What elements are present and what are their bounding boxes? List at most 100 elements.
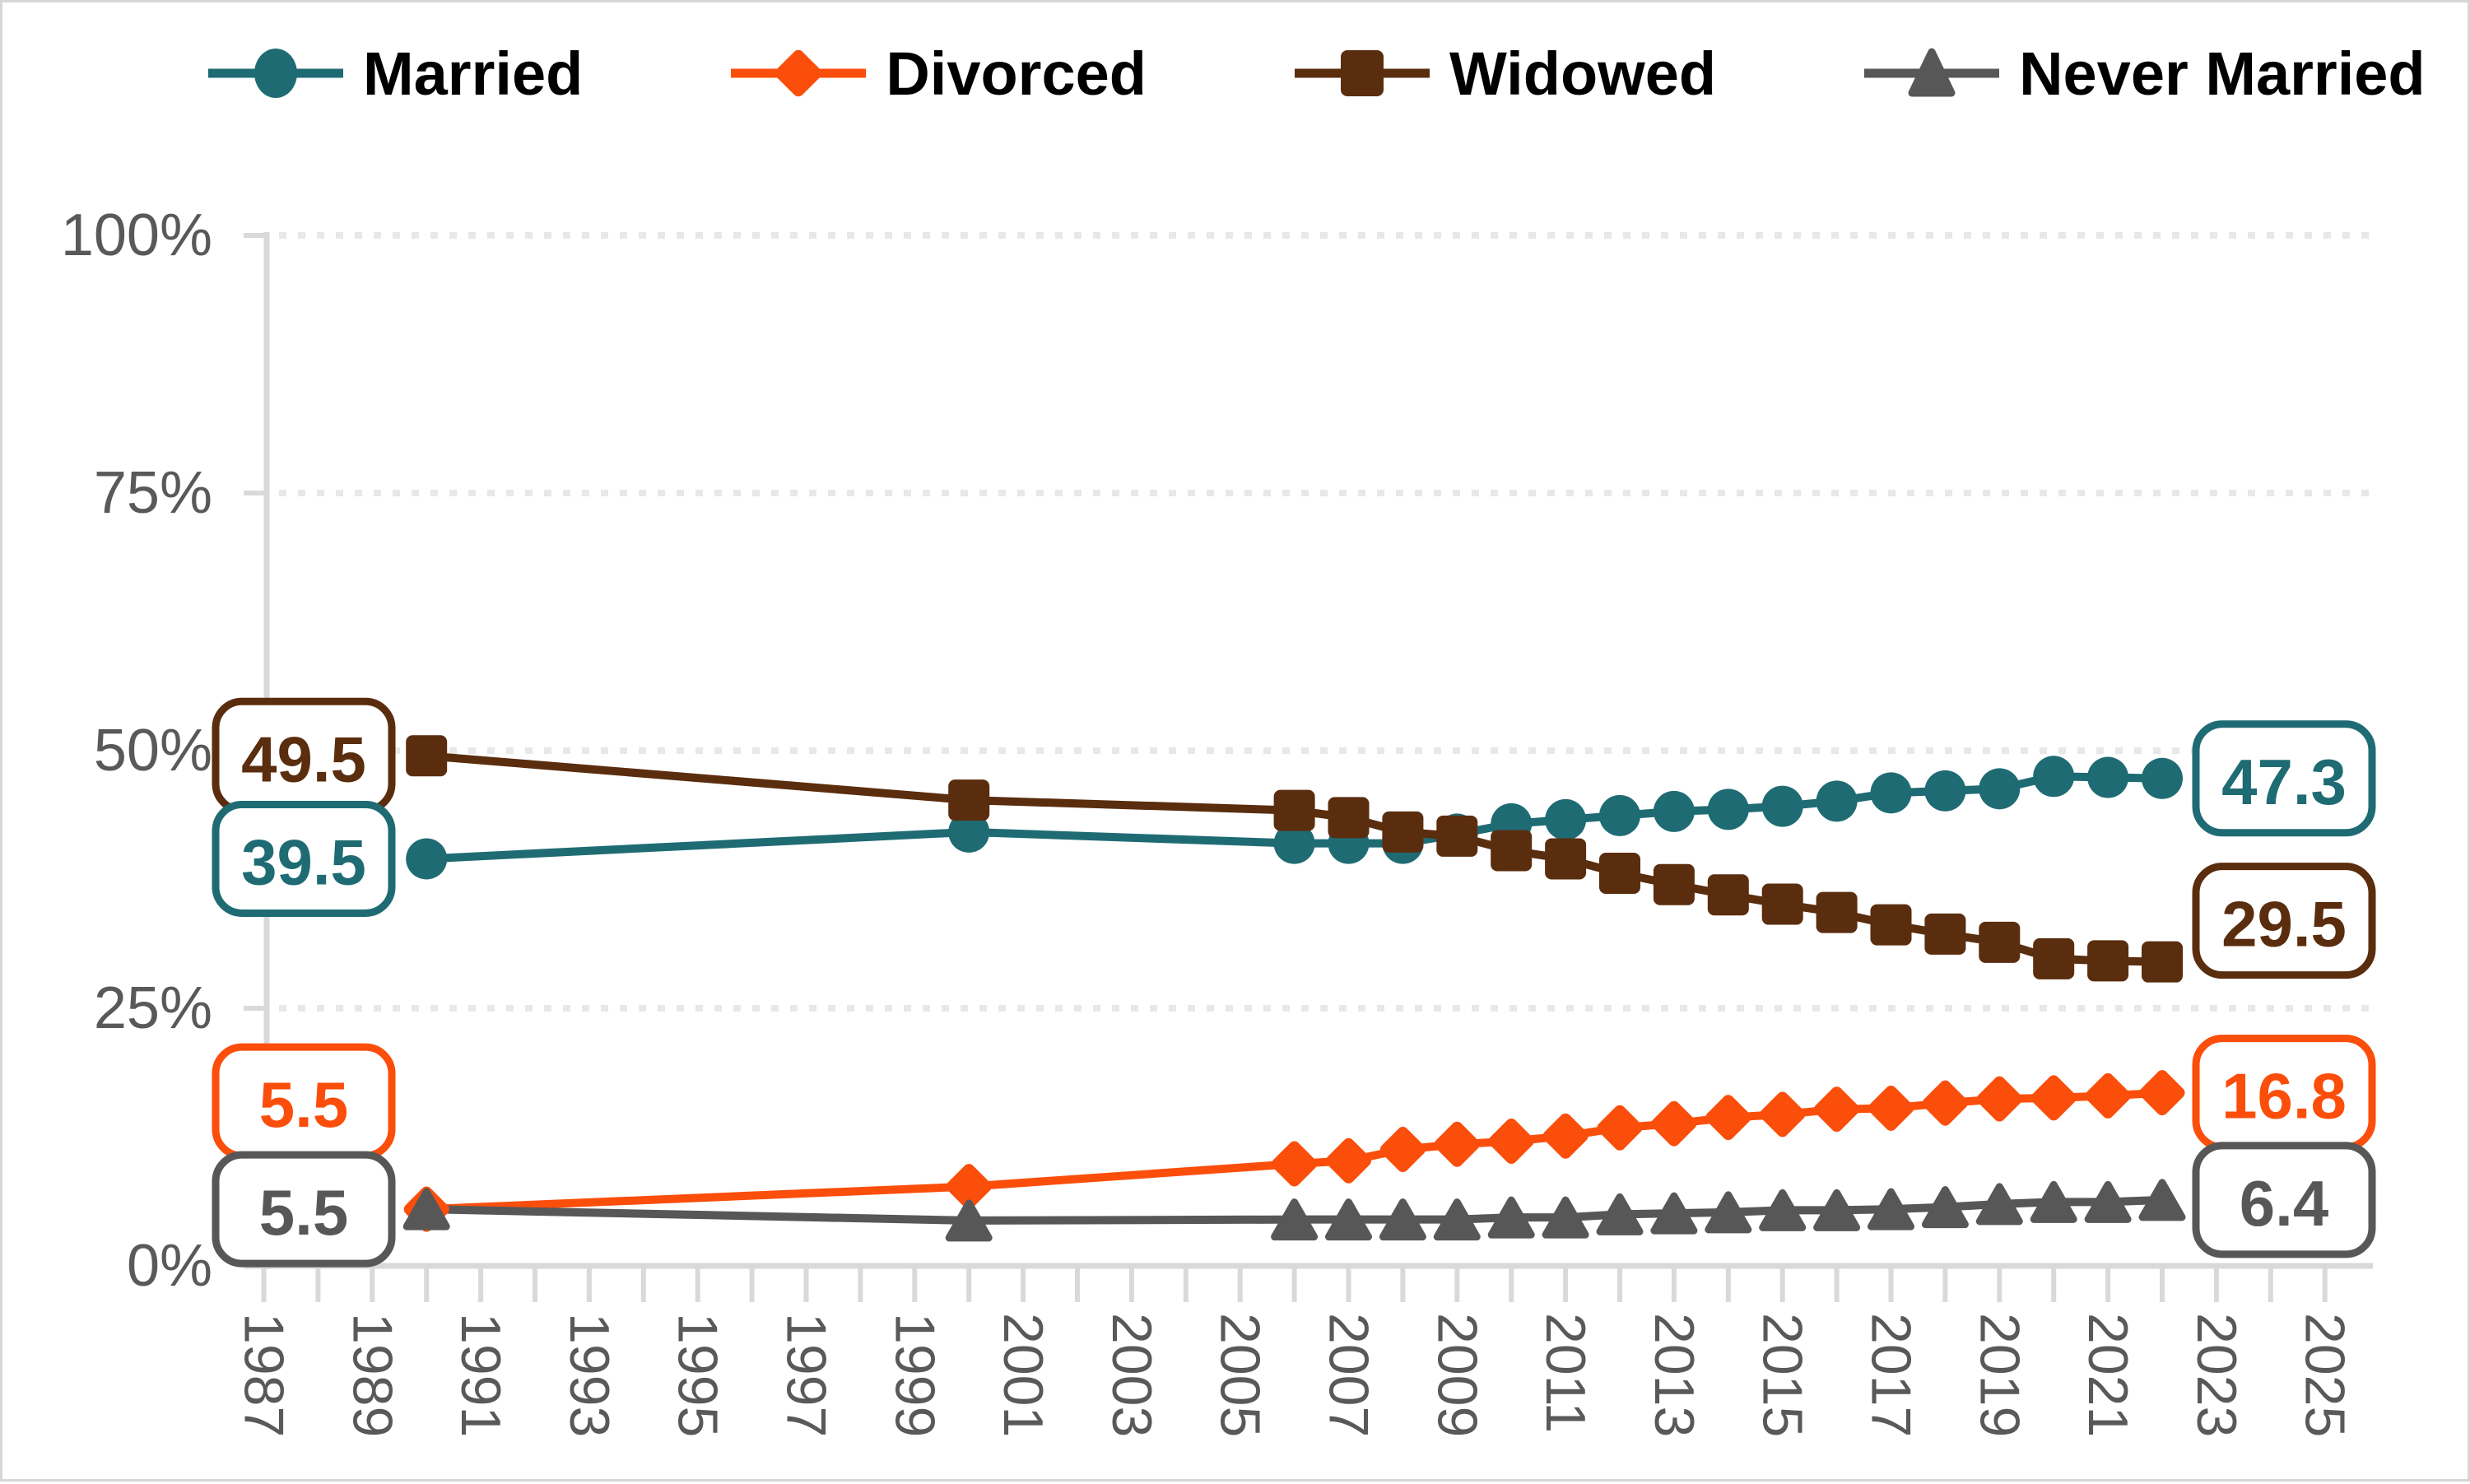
- marker-divorced-2007: [1325, 1137, 1372, 1184]
- x-axis-label: 2021: [2077, 1313, 2139, 1437]
- marker-never-married-2016: [1813, 1189, 1861, 1231]
- x-axis-label: 2005: [1209, 1313, 1272, 1437]
- marker-married-2022: [2142, 757, 2183, 799]
- marker-divorced-2000: [946, 1164, 992, 1210]
- callout-right-widowed-box: [2192, 863, 2376, 979]
- marker-never-married-2011: [1542, 1196, 1589, 1239]
- marker-divorced-2020: [2030, 1075, 2077, 1121]
- callout-right-divorced-value: 16.8: [2221, 1060, 2347, 1133]
- legend-label-never-married: Never Married: [2019, 39, 2426, 108]
- marker-widowed-2012: [1599, 852, 1640, 894]
- marker-married-2011: [1545, 798, 1587, 840]
- callout-right-widowed-value: 29.5: [2221, 888, 2347, 961]
- legend-marker-married-icon: [208, 49, 343, 98]
- y-axis-label: 0%: [127, 1233, 212, 1299]
- x-axis-label: 1991: [449, 1313, 512, 1437]
- x-axis-label: 2009: [1426, 1313, 1488, 1437]
- x-axis-label: 2011: [1534, 1313, 1597, 1433]
- marker-divorced-2006: [1272, 1141, 1318, 1187]
- legend-marker-divorced-icon: [731, 49, 867, 97]
- marker-never-married-2014: [1705, 1191, 1752, 1234]
- marker-widowed-1990: [406, 735, 448, 777]
- marker-never-married-2010: [1487, 1196, 1535, 1239]
- legend-item-never-married: Never Married: [1863, 26, 2426, 121]
- marker-never-married-2022: [2138, 1179, 2186, 1221]
- marker-never-married-2006: [1271, 1198, 1319, 1241]
- marker-divorced-2022: [2139, 1070, 2185, 1116]
- y-axis-label: 50%: [94, 718, 212, 784]
- x-axis-label: 2025: [2294, 1313, 2356, 1437]
- marker-widowed-2013: [1653, 863, 1695, 905]
- legend-marker-never-married-icon: [1864, 48, 2000, 97]
- x-axis-label: 1993: [558, 1313, 621, 1437]
- marker-married-2012: [1599, 794, 1640, 836]
- marker-widowed-2007: [1328, 797, 1370, 839]
- y-axis-label: 75%: [94, 460, 212, 526]
- x-axis-label: 2013: [1643, 1313, 1705, 1437]
- marker-widowed-2021: [2087, 940, 2129, 982]
- legend-label-divorced: Divorced: [886, 39, 1147, 108]
- marker-widowed-2010: [1491, 830, 1533, 872]
- marker-divorced-2018: [1922, 1080, 1968, 1126]
- marker-never-married-2007: [1325, 1198, 1372, 1241]
- marker-married-2000: [948, 811, 990, 853]
- x-axis-label: 2023: [2185, 1313, 2248, 1437]
- callout-right-never-married-value: 6.4: [2240, 1167, 2328, 1240]
- callout-right-married-value: 47.3: [2221, 746, 2347, 818]
- marker-widowed-2008: [1382, 811, 1424, 853]
- callout-left-married-box: [212, 800, 396, 917]
- marker-widowed-2022: [2142, 941, 2183, 983]
- x-axis-label: 1995: [667, 1313, 729, 1437]
- legend-marker-widowed-icon: [1294, 50, 1430, 96]
- x-axis-label: 1997: [775, 1313, 838, 1437]
- x-axis-label: 2019: [1968, 1313, 2030, 1437]
- legend-item-married: Married: [207, 26, 583, 121]
- marker-never-married-2013: [1650, 1192, 1698, 1235]
- marker-married-2017: [1870, 772, 1912, 814]
- marker-never-married-2012: [1596, 1193, 1644, 1235]
- marker-widowed-2009: [1436, 815, 1478, 857]
- marker-widowed-2017: [1870, 904, 1912, 946]
- marker-widowed-2019: [1979, 921, 2021, 963]
- marker-divorced-2009: [1434, 1121, 1480, 1167]
- marker-widowed-2000: [948, 779, 990, 821]
- x-axis-label: 2015: [1751, 1313, 1814, 1437]
- x-axis-label: 2007: [1318, 1313, 1380, 1437]
- marker-widowed-2006: [1273, 789, 1315, 831]
- marker-divorced-2015: [1760, 1091, 1806, 1137]
- marker-divorced-2014: [1705, 1095, 1751, 1141]
- y-axis-label: 25%: [94, 975, 212, 1041]
- x-axis-label: 1989: [341, 1313, 403, 1437]
- marker-divorced-2008: [1379, 1127, 1426, 1173]
- marker-never-married-2021: [2084, 1180, 2132, 1223]
- marker-never-married-2008: [1379, 1198, 1426, 1241]
- marker-married-2016: [1816, 780, 1858, 822]
- marker-married-2020: [2033, 756, 2075, 798]
- callout-left-never-married-value: 5.5: [259, 1176, 348, 1249]
- x-axis-label: 2003: [1100, 1313, 1163, 1437]
- x-axis-label: 2001: [992, 1313, 1054, 1437]
- marker-never-married-2017: [1868, 1188, 1914, 1230]
- marker-widowed-2014: [1707, 874, 1749, 916]
- marker-divorced-2016: [1814, 1086, 1860, 1133]
- callout-right-married-box: [2192, 720, 2376, 837]
- callout-left-widowed-value: 49.5: [241, 723, 366, 795]
- marker-widowed-2011: [1545, 838, 1587, 880]
- marker-widowed-2015: [1761, 883, 1803, 925]
- marker-never-married-2009: [1433, 1198, 1481, 1241]
- marker-divorced-2011: [1542, 1113, 1589, 1159]
- x-axis-label: 1999: [883, 1313, 946, 1437]
- legend-item-widowed: Widowed: [1293, 26, 1716, 121]
- marker-married-2013: [1653, 790, 1695, 832]
- callout-left-divorced-value: 5.5: [259, 1068, 348, 1141]
- x-axis-label: 1987: [233, 1313, 295, 1437]
- marker-married-2019: [1979, 768, 2021, 810]
- callout-right-never-married-box: [2192, 1142, 2376, 1258]
- legend-label-widowed: Widowed: [1449, 39, 1717, 108]
- marker-divorced-2021: [2085, 1072, 2131, 1119]
- marker-married-2021: [2087, 756, 2129, 798]
- marker-widowed-2020: [2033, 937, 2075, 979]
- legend-item-divorced: Divorced: [729, 26, 1147, 121]
- legend-label-married: Married: [363, 39, 584, 108]
